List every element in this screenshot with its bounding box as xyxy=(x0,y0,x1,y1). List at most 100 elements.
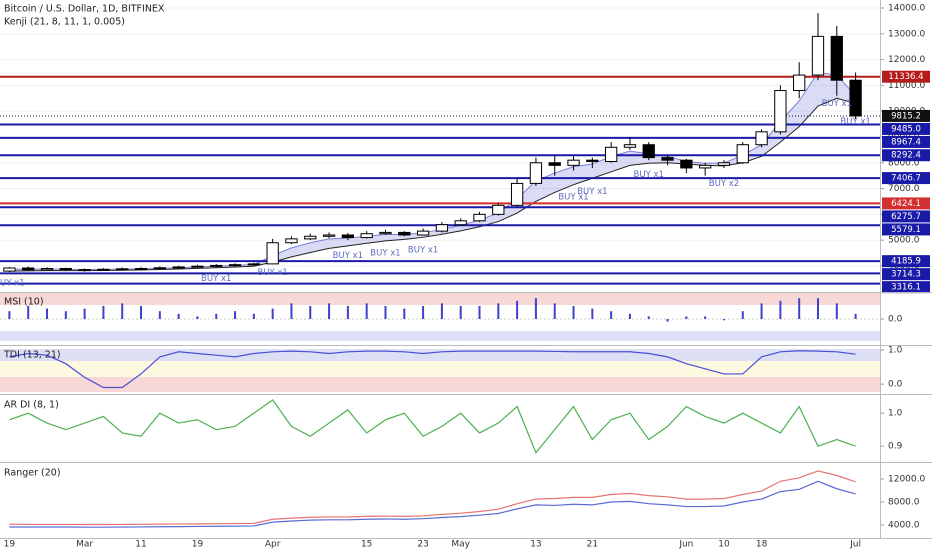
bar xyxy=(102,306,105,319)
bar xyxy=(290,303,293,319)
candle-body xyxy=(849,79,862,117)
y-tick-label: 0.0 xyxy=(888,380,903,390)
y-tick-label: 1.0 xyxy=(888,409,903,419)
annotation: BUY x1 xyxy=(201,274,231,284)
x-tick-label: Jul xyxy=(849,540,861,550)
bar xyxy=(779,300,782,319)
candle-body xyxy=(379,231,392,235)
candle-body xyxy=(811,35,825,76)
level-label-box xyxy=(882,172,930,185)
level-label: 5579.1 xyxy=(891,225,921,235)
pane-title: Ranger (20) xyxy=(4,468,61,479)
bar xyxy=(497,303,500,319)
y-tick-label: 1.0 xyxy=(888,346,903,356)
y-tick-label: 7000.0 xyxy=(888,184,920,194)
bar xyxy=(140,306,143,319)
y-tick-label: 8000.0 xyxy=(888,497,920,507)
bar xyxy=(422,306,425,319)
candle-body xyxy=(717,162,731,166)
bar xyxy=(628,313,631,319)
bar xyxy=(365,303,368,319)
msi-upper-zone xyxy=(0,293,880,305)
annotation: BUY x1 xyxy=(370,249,400,259)
candle-body xyxy=(454,220,467,226)
bar xyxy=(534,298,537,319)
bar xyxy=(591,308,594,319)
x-tick-label: 21 xyxy=(587,540,598,550)
bar xyxy=(177,313,180,319)
bar xyxy=(384,306,387,319)
x-tick-label: 13 xyxy=(530,540,541,550)
candle-body xyxy=(59,268,72,271)
level-label-box xyxy=(882,223,930,236)
bar xyxy=(46,308,49,319)
candle-body xyxy=(774,90,787,133)
candle-body xyxy=(266,242,279,265)
annotation: BUY x1 xyxy=(333,251,363,261)
level-label: 4185.9 xyxy=(891,257,921,267)
level-label-box xyxy=(882,268,930,281)
x-tick-label: 19 xyxy=(4,540,16,550)
candle-body xyxy=(97,268,110,271)
bar xyxy=(271,308,274,319)
level-label-box xyxy=(882,210,930,223)
annotation: BUY x1 xyxy=(577,187,607,197)
series-line xyxy=(9,350,856,389)
bar xyxy=(722,319,725,321)
level-label-box xyxy=(882,197,930,210)
level-label-box xyxy=(882,149,930,162)
candle-body xyxy=(228,264,242,267)
annotation: BUY x1 xyxy=(257,268,287,278)
candle-body xyxy=(830,35,843,81)
y-tick-label: 4000.0 xyxy=(888,520,920,530)
y-tick-label: 11000.0 xyxy=(888,81,925,91)
candle-body xyxy=(736,144,749,164)
bar xyxy=(64,311,67,319)
pane-title: MSI (10) xyxy=(4,297,44,308)
band-lower xyxy=(9,97,856,272)
level-label: 7406.7 xyxy=(891,174,921,184)
bar xyxy=(741,311,744,319)
bar xyxy=(647,316,650,319)
candle-body xyxy=(341,234,355,239)
x-tick-label: 23 xyxy=(417,540,428,550)
level-label-box xyxy=(882,122,930,135)
bar xyxy=(610,311,613,319)
bar xyxy=(403,308,406,319)
candle-body xyxy=(473,213,486,222)
y-tick-label: 14000.0 xyxy=(888,3,925,13)
candle-body xyxy=(680,159,693,169)
annotation: BUY x1 xyxy=(0,279,25,289)
level-label: 6275.7 xyxy=(891,212,921,222)
x-tick-label: Jun xyxy=(678,540,693,550)
candle-body xyxy=(360,233,373,239)
candle-body xyxy=(172,266,185,269)
bar xyxy=(459,306,462,319)
tdi-middle-zone xyxy=(0,361,880,377)
candle-body xyxy=(3,267,16,272)
candle-body xyxy=(510,182,524,206)
candle-body xyxy=(435,224,449,232)
level-label-box xyxy=(882,255,930,268)
candle-body xyxy=(793,74,806,92)
series-line xyxy=(9,399,856,454)
annotation: BUY x1 xyxy=(840,117,870,127)
candle-body xyxy=(623,144,637,148)
bar xyxy=(215,313,218,319)
bar xyxy=(798,298,801,319)
candle-body xyxy=(492,204,505,215)
y-tick-label: 12000.0 xyxy=(888,474,925,484)
y-tick-label: 13000.0 xyxy=(888,29,925,39)
level-label: 3316.1 xyxy=(891,283,921,293)
annotation: BUY x1 xyxy=(408,245,438,255)
bar xyxy=(816,298,819,319)
candle-body xyxy=(78,269,91,272)
x-tick-label: 15 xyxy=(361,540,372,550)
x-tick-label: Mar xyxy=(76,540,93,550)
tdi-lower-zone xyxy=(0,377,880,392)
annotation: BUY x2 xyxy=(709,179,739,189)
pane-title: TDI (13, 21) xyxy=(3,350,61,361)
bar xyxy=(309,306,312,319)
